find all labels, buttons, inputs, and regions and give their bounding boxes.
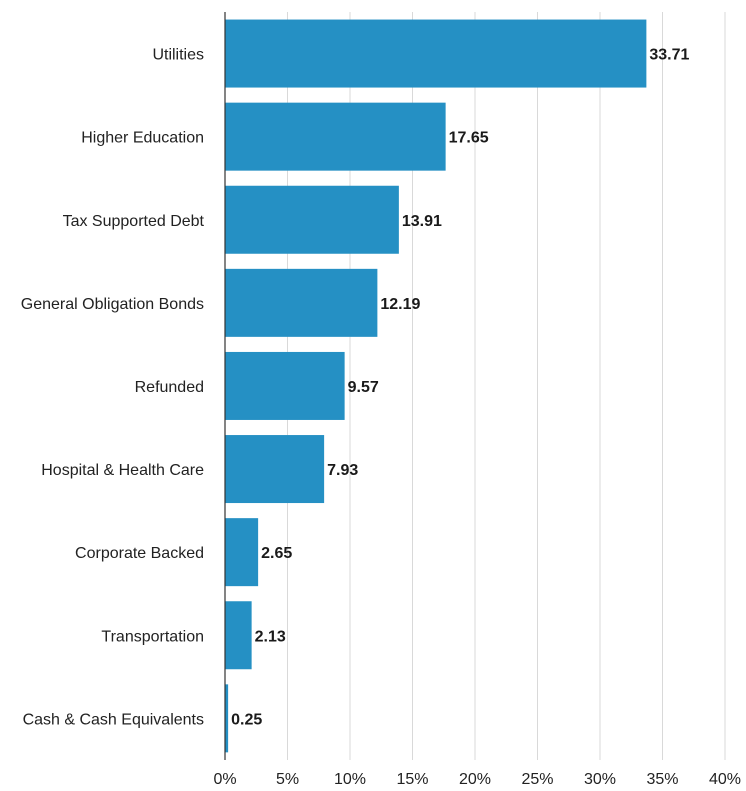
category-label: Refunded: [135, 379, 204, 396]
bar-value-label: 9.57: [348, 379, 379, 396]
category-label: General Obligation Bonds: [21, 296, 204, 313]
bar: [225, 351, 345, 420]
bar-value-label: 0.25: [231, 711, 262, 728]
bar-value-label: 12.19: [380, 296, 420, 313]
x-tick-label: 15%: [396, 771, 428, 788]
category-labels: Utilities Higher Education Tax Supported D…: [21, 47, 205, 729]
x-tick-label: 5%: [276, 771, 299, 788]
bar-value-label: 7.93: [327, 462, 358, 479]
x-tick-label: 20%: [459, 771, 491, 788]
bar: [225, 102, 446, 171]
bar-value-label: 2.65: [261, 545, 292, 562]
bar: [225, 185, 399, 254]
value-labels: 33.71 17.65 13.91 12.19 9.57 7.93 2.65 2.13 0.25: [231, 47, 689, 729]
x-tick-label: 0%: [213, 771, 236, 788]
category-label: Corporate Backed: [75, 545, 204, 562]
x-tick-label: 35%: [646, 771, 678, 788]
x-axis-tick-labels: 0% 5% 10% 15% 20% 25% 30% 35% 40%: [213, 771, 741, 788]
bar: [225, 601, 252, 670]
bar: [225, 518, 259, 587]
bar: [225, 268, 378, 337]
x-tick-label: 25%: [521, 771, 553, 788]
x-tick-label: 10%: [334, 771, 366, 788]
bar-value-label: 33.71: [649, 47, 689, 64]
bars: [225, 19, 647, 753]
bar: [225, 684, 229, 753]
bar: [225, 19, 647, 88]
category-label: Tax Supported Debt: [63, 213, 205, 230]
category-label: Utilities: [152, 47, 204, 64]
x-tick-label: 40%: [709, 771, 741, 788]
category-label: Hospital & Health Care: [41, 462, 204, 479]
category-label: Cash & Cash Equivalents: [23, 711, 204, 728]
bar-value-label: 2.13: [255, 628, 286, 645]
category-label: Higher Education: [81, 130, 204, 147]
bar-value-label: 17.65: [449, 130, 489, 147]
bar-value-label: 13.91: [402, 213, 442, 230]
x-tick-label: 30%: [584, 771, 616, 788]
category-label: Transportation: [101, 628, 204, 645]
bar: [225, 435, 325, 504]
